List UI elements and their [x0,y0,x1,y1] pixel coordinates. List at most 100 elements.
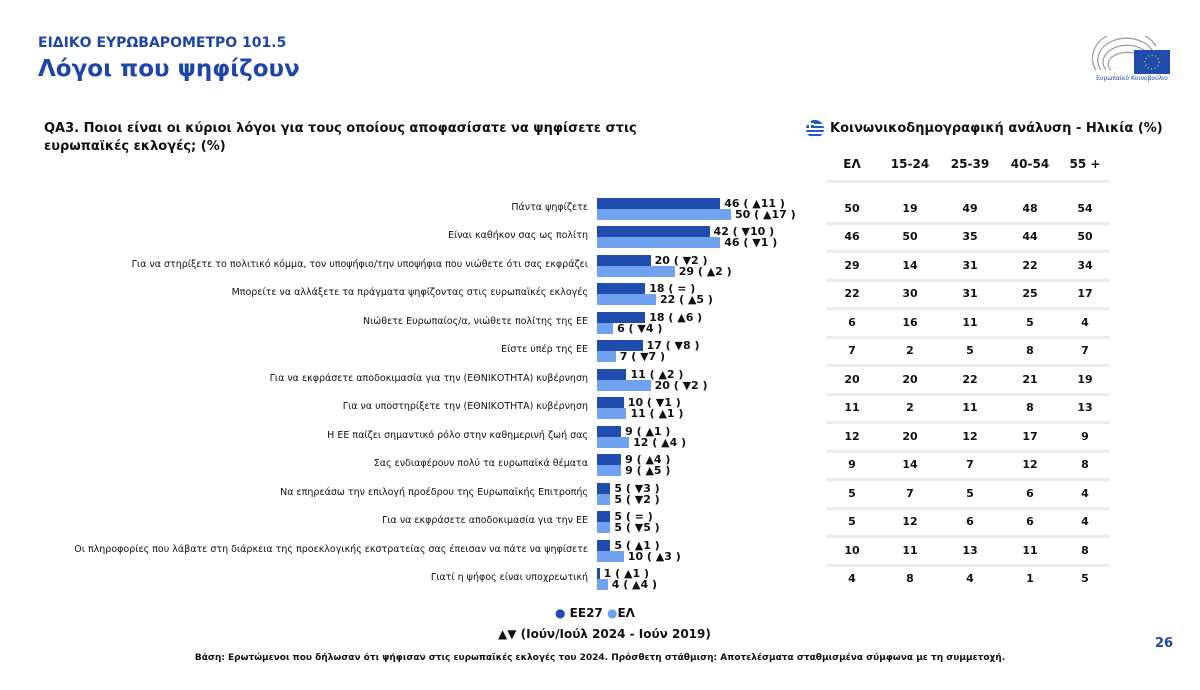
bar-eu27 [597,226,710,238]
value-label-el: 11 ( ▲1 ) [630,407,684,421]
table-cell: 12 [902,515,918,529]
table-cell: 5 [1081,571,1089,585]
row-divider [826,563,1110,567]
table-header: 55 + [1069,157,1101,171]
table-cell: 9 [848,458,856,472]
table-cell: 11 [1022,543,1038,557]
table-cell: 17 [1077,287,1093,301]
bar-eu27 [597,482,611,494]
table-title: Κοινωνικοδημογραφική ανάλυση - Ηλικία (%… [830,121,1163,136]
value-label-el: 12 ( ▲4 ) [633,435,687,449]
table-cell: 8 [1081,458,1089,472]
table-cell: 2 [906,401,914,415]
value-label-eu27: 5 ( ▼3 ) [614,481,660,495]
table-cell: 20 [844,372,860,386]
table-cell: 50 [1077,230,1093,244]
category-label: Για να στηρίξετε το πολιτικό κόμμα, τον … [131,258,588,270]
table-cell: 13 [962,543,978,557]
logo-text: Ευρωπαϊκό Κοινοβούλιο [1096,75,1168,82]
value-label-eu27: 5 ( ▲1 ) [614,538,660,552]
table-cell: 8 [1081,543,1089,557]
category-label: Πάντα ψηφίζετε [511,202,588,213]
category-label: Νιώθετε Ευρωπαίος/α, νιώθετε πολίτης της… [362,315,588,327]
table-cell: 8 [1026,401,1034,415]
table-cell: 9 [1081,429,1089,443]
category-label: Για να υποστηρίξετε την (ΕΘΝΙΚΟΤΗΤΑ) κυβ… [342,401,588,413]
value-label-eu27: 18 ( ▲6 ) [649,310,703,324]
bar-el [597,294,656,306]
table-cell: 20 [902,372,918,386]
table-cell: 6 [966,515,974,529]
table-cell: 12 [844,429,860,443]
greek-flag-icon [806,120,824,138]
category-label: Σας ενδιαφέρουν πολύ τα ευρωπαϊκά θέματα [373,458,588,470]
legend-marker-el: ● [606,606,618,620]
table-cell: 19 [1077,372,1093,386]
table-cell: 12 [1022,458,1038,472]
row-divider [826,180,1110,183]
table-cell: 5 [1026,315,1034,329]
value-label-el: 6 ( ▼4 ) [617,321,663,335]
table-cell: 12 [962,429,978,443]
bar-eu27 [597,397,624,409]
kicker: ΕΙΔΙΚΟ ΕΥΡΩΒΑΡΟΜΕΤΡΟ 101.5 [38,35,287,51]
bar-eu27 [597,340,643,352]
value-label-eu27: 20 ( ▼2 ) [654,253,708,267]
value-label-el: 9 ( ▲5 ) [625,464,671,478]
table-cell: 8 [906,571,914,585]
bar-eu27 [597,283,646,295]
bar-eu27 [597,511,611,523]
category-label: Μπορείτε να αλλάξετε τα πράγματα ψηφίζον… [231,287,588,299]
legend-marker-eu27: ● [555,606,566,620]
footnote-base: Βάση: Ερωτώμενοι που δήλωσαν ότι ψήφισαν… [194,653,1006,663]
table-cell: 1 [1026,571,1034,585]
table-cell: 30 [902,287,918,301]
category-label: Είναι καθήκον σας ως πολίτη [448,230,588,242]
value-label-eu27: 5 ( = ) [614,510,653,524]
table-cell: 21 [1022,372,1038,386]
bar-el [597,550,624,562]
table-cell: 50 [844,202,860,215]
category-label: Οι πληροφορίες που λάβατε στη διάρκεια τ… [74,543,588,555]
table-cell: 20 [902,429,918,443]
value-label-eu27: 10 ( ▼1 ) [627,396,681,410]
value-label-eu27: 1 ( ▲1 ) [603,566,649,580]
value-label-el: 5 ( ▼2 ) [614,492,660,506]
table-cell: 44 [1022,230,1038,244]
page-title: Λόγοι που ψηφίζουν [38,56,300,82]
bar-eu27 [597,567,600,579]
table-cell: 6 [1026,515,1034,529]
table-cell: 6 [848,315,856,329]
value-label-eu27: 9 ( ▲4 ) [625,453,671,467]
question-text: QA3. Ποιοι είναι οι κύριοι λόγοι για του… [44,121,637,154]
table-cell: 48 [1022,202,1038,215]
value-label-eu27: 18 ( = ) [649,282,696,296]
row-divider [826,250,1110,254]
page-number: 26 [1155,636,1174,651]
table-cell: 54 [1077,202,1093,215]
legend-note: ▲▼ (Ιούν/Ιούλ 2024 - Ιούν 2019) [498,627,711,641]
row-divider [826,307,1110,311]
row-divider [826,535,1110,539]
table-header: 15-24 [890,157,930,171]
table-cell: 4 [1081,486,1089,500]
table-header: ΕΛ [843,157,861,171]
bar-eu27 [597,311,646,323]
table-cell: 11 [962,315,978,329]
table-cell: 5 [848,515,856,529]
bar-el [597,493,611,505]
table-cell: 5 [966,486,974,500]
bar-el [597,322,614,334]
bar-eu27 [597,198,721,209]
value-label-eu27: 11 ( ▲2 ) [630,367,684,381]
value-label-el: 5 ( ▼5 ) [614,521,660,535]
table-cell: 7 [848,344,856,358]
category-label: Η ΕΕ παίζει σημαντικό ρόλο στην καθημερι… [327,429,588,441]
table-cell: 17 [1022,429,1038,443]
table-cell: 11 [962,401,978,415]
value-label-el: 22 ( ▲5 ) [659,293,713,307]
bar-el [597,209,731,220]
value-label-eu27: 17 ( ▼8 ) [646,339,700,353]
table-cell: 31 [962,258,978,272]
